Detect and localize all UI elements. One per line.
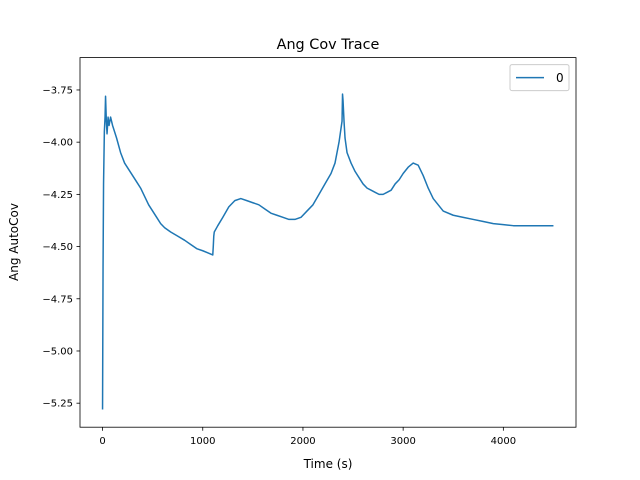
y-axis: −3.75 −4.00 −4.25 −4.50 −4.75 −5.00 −5.25 [42, 85, 80, 410]
legend: 0 [509, 64, 570, 92]
x-tick-label: 3000 [390, 436, 415, 447]
plot-area [101, 93, 554, 410]
chart-title: Ang Cov Trace [277, 37, 380, 53]
x-axis-label: Time (s) [303, 457, 353, 471]
x-tick-label: 2000 [290, 436, 315, 447]
y-tick-label: −5.00 [42, 346, 73, 357]
series-line-0 [101, 93, 554, 410]
x-tick-label: 0 [99, 436, 105, 447]
x-axis: 0 1000 2000 3000 4000 [99, 427, 516, 447]
y-tick-label: −4.25 [42, 190, 73, 201]
legend-label: 0 [556, 71, 564, 85]
axes-frame [79, 57, 577, 428]
y-tick-label: −4.75 [42, 294, 73, 305]
x-tick-label: 4000 [491, 436, 516, 447]
y-axis-label: Ang AutoCov [7, 203, 21, 281]
y-tick-label: −4.00 [42, 138, 73, 149]
x-tick-label: 1000 [190, 436, 215, 447]
y-tick-label: −4.50 [42, 242, 73, 253]
y-tick-label: −3.75 [42, 85, 73, 96]
y-tick-label: −5.25 [42, 399, 73, 410]
